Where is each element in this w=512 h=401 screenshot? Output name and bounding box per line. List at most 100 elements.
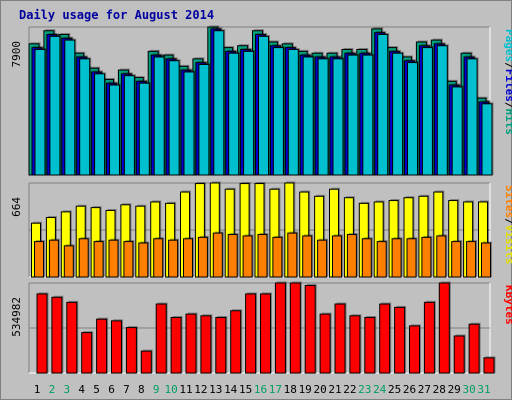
y-max-label: 664 — [10, 197, 23, 217]
bar-sites — [436, 235, 447, 278]
bar-pages — [451, 86, 463, 176]
x-tick-label: 26 — [403, 383, 416, 396]
bar-kbytes — [215, 316, 227, 374]
bar-sites — [406, 238, 417, 278]
bar-sites — [272, 236, 283, 278]
y-max-label: 534982 — [10, 297, 23, 337]
x-tick-label: 12 — [194, 383, 207, 396]
bar-pages — [243, 50, 255, 176]
legend-2: Sites/Visits — [503, 185, 512, 265]
bar-sites — [451, 241, 462, 278]
x-tick-label: 31 — [477, 383, 490, 396]
x-tick-label: 8 — [138, 383, 145, 396]
bar-kbytes — [453, 335, 465, 374]
bar-sites — [242, 235, 253, 278]
bar-sites — [346, 234, 357, 278]
bar-pages — [138, 82, 150, 176]
legend-3: KBytes — [503, 285, 512, 325]
legend-item: / — [503, 62, 512, 69]
bar-kbytes — [111, 320, 122, 374]
bar-kbytes — [364, 316, 376, 374]
bar-pages — [287, 48, 299, 176]
legend-item: Visits — [503, 225, 512, 265]
bar-kbytes — [319, 313, 331, 374]
bar-pages — [153, 56, 165, 176]
bar-sites — [63, 245, 74, 278]
bar-pages — [34, 48, 46, 176]
x-tick-label: 16 — [254, 383, 267, 396]
bar-pages — [168, 60, 180, 176]
bar-pages — [362, 54, 374, 176]
x-tick-label: 24 — [373, 383, 387, 396]
bar-kbytes — [394, 306, 406, 374]
legend-item: Pages — [503, 29, 512, 62]
bar-sites — [466, 241, 477, 278]
bar-kbytes — [289, 282, 301, 374]
bar-pages — [198, 63, 210, 176]
bar-sites — [34, 241, 44, 278]
x-tick-label: 21 — [328, 383, 341, 396]
bar-sites — [302, 235, 313, 278]
x-tick-label: 14 — [224, 383, 238, 396]
bar-sites — [153, 238, 164, 278]
bar-kbytes — [245, 293, 257, 374]
bar-kbytes — [125, 327, 137, 374]
bar-kbytes — [185, 313, 197, 374]
x-tick-label: 25 — [388, 383, 401, 396]
bar-sites — [376, 241, 387, 278]
bar-sites — [108, 239, 119, 278]
legend-item: KBytes — [503, 285, 512, 325]
x-tick-label: 7 — [123, 383, 130, 396]
bar-pages — [213, 30, 225, 176]
bar-kbytes — [140, 350, 152, 374]
bar-pages — [228, 52, 240, 176]
bar-pages — [407, 62, 418, 176]
bar-pages — [272, 47, 284, 176]
bar-sites — [78, 238, 89, 278]
bar-sites — [361, 238, 372, 278]
bar-kbytes — [155, 303, 167, 374]
x-tick-label: 2 — [49, 383, 56, 396]
bar-kbytes — [483, 357, 495, 374]
bar-kbytes — [96, 318, 108, 374]
bar-kbytes — [36, 293, 48, 374]
bar-pages — [123, 75, 135, 176]
y-max-label: 7900 — [10, 41, 23, 68]
bar-pages — [79, 58, 91, 176]
bar-pages — [94, 73, 106, 176]
bar-kbytes — [334, 303, 346, 374]
bar-kbytes — [423, 301, 435, 374]
legend-item: / — [503, 218, 512, 225]
bar-pages — [49, 35, 61, 176]
x-tick-label: 22 — [343, 383, 356, 396]
bar-kbytes — [66, 301, 78, 374]
legend-item: / — [503, 102, 512, 109]
bar-pages — [377, 33, 389, 176]
bar-sites — [197, 236, 208, 278]
x-tick-label: 15 — [239, 383, 252, 396]
bar-pages — [64, 39, 76, 176]
bar-sites — [332, 235, 342, 278]
bar-pages — [183, 71, 195, 176]
x-tick-label: 19 — [299, 383, 312, 396]
bar-sites — [481, 242, 491, 278]
bar-sites — [257, 234, 268, 278]
legend-item: Sites — [503, 185, 512, 218]
x-tick-label: 28 — [433, 383, 446, 396]
bar-sites — [391, 238, 402, 278]
bar-sites — [317, 239, 328, 278]
bar-pages — [317, 58, 329, 176]
chart-title: Daily usage for August 2014 — [19, 8, 215, 22]
bar-kbytes — [170, 316, 182, 374]
bar-kbytes — [274, 282, 286, 374]
bar-pages — [421, 47, 433, 176]
bar-kbytes — [81, 332, 93, 374]
bar-pages — [258, 35, 269, 176]
legend-1: Pages/Files/Hits — [503, 29, 512, 135]
x-tick-label: 3 — [63, 383, 70, 396]
x-tick-label: 17 — [269, 383, 282, 396]
bar-pages — [109, 84, 120, 176]
x-tick-label: 1 — [34, 383, 41, 396]
x-tick-label: 10 — [164, 383, 177, 396]
